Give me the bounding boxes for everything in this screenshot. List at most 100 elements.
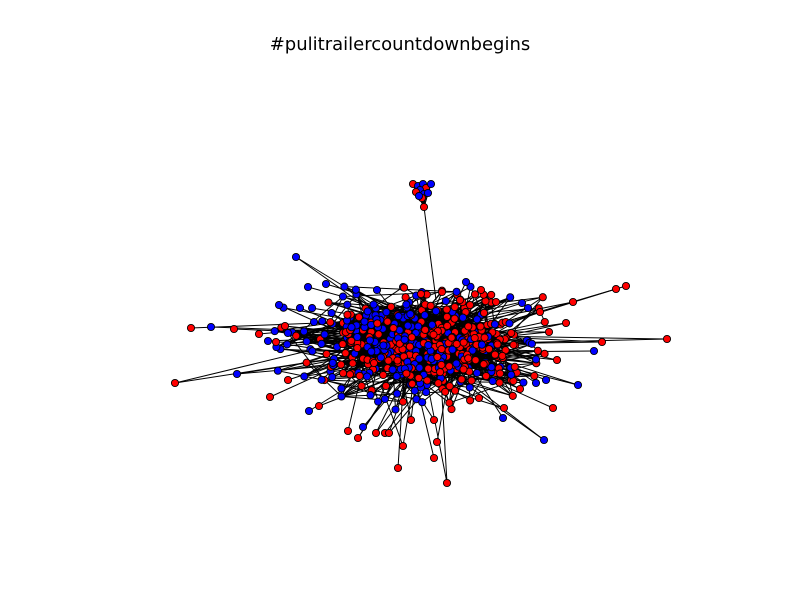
red-node	[476, 285, 486, 295]
blue-node	[300, 372, 309, 381]
red-node	[343, 310, 352, 319]
blue-node	[393, 389, 402, 398]
blue-node	[394, 312, 403, 321]
graph-edge	[375, 375, 406, 434]
red-node	[482, 371, 491, 381]
graph-edge	[460, 347, 579, 386]
blue-node	[369, 300, 378, 309]
red-node	[353, 433, 363, 443]
blue-node	[317, 375, 326, 384]
blue-node	[347, 323, 356, 332]
blue-node	[338, 292, 348, 301]
blue-node	[328, 373, 337, 382]
red-node	[400, 283, 409, 292]
blue-node	[423, 188, 433, 198]
red-node	[437, 345, 446, 354]
blue-node	[295, 303, 305, 313]
red-node	[498, 351, 507, 360]
red-node	[535, 307, 545, 317]
red-node	[416, 289, 426, 299]
red-node	[369, 358, 379, 368]
blue-node	[403, 321, 412, 330]
blue-node	[392, 372, 401, 381]
red-node	[450, 302, 459, 312]
blue-node	[420, 311, 429, 320]
red-node	[479, 308, 489, 317]
blue-node	[343, 300, 352, 309]
blue-node	[327, 308, 336, 318]
red-node	[480, 333, 489, 342]
blue-node	[415, 354, 424, 363]
red-node	[324, 298, 333, 307]
red-node	[544, 327, 554, 337]
red-node	[421, 325, 430, 334]
red-node	[434, 379, 443, 388]
blue-node	[317, 339, 326, 348]
red-node	[429, 415, 439, 425]
red-node	[398, 441, 408, 451]
red-node	[496, 369, 505, 378]
blue-node	[422, 388, 431, 397]
blue-node	[472, 315, 482, 324]
blue-node	[303, 282, 313, 292]
red-node	[445, 382, 454, 391]
blue-node	[308, 304, 317, 313]
red-node	[451, 386, 460, 395]
red-node	[509, 340, 518, 349]
red-node	[437, 360, 446, 369]
red-node	[464, 354, 473, 363]
blue-node	[328, 358, 337, 367]
blue-node	[465, 383, 474, 392]
red-node	[490, 350, 500, 359]
red-node	[419, 202, 429, 212]
blue-node	[367, 347, 376, 356]
graph-edge	[308, 355, 399, 412]
blue-node	[498, 413, 508, 423]
red-node	[379, 370, 388, 380]
red-node	[445, 362, 454, 371]
red-node	[515, 384, 525, 394]
blue-node	[283, 340, 292, 349]
red-node	[314, 401, 324, 411]
blue-node	[353, 332, 362, 342]
blue-node	[363, 307, 372, 316]
graph-edge	[295, 256, 377, 315]
nodes	[170, 179, 672, 488]
blue-node	[573, 380, 583, 390]
blue-node	[374, 397, 383, 406]
graph-edge	[423, 206, 437, 301]
blue-node	[273, 366, 282, 375]
red-node	[548, 403, 558, 413]
red-node	[470, 290, 480, 299]
red-node	[322, 349, 331, 359]
blue-node	[358, 422, 368, 432]
red-node	[459, 365, 468, 374]
red-node	[265, 392, 275, 402]
blue-node	[402, 300, 411, 309]
red-node	[229, 324, 239, 334]
blue-node	[299, 327, 309, 336]
red-node	[186, 323, 196, 333]
red-node	[271, 337, 281, 347]
red-node	[597, 337, 607, 347]
blue-node	[477, 340, 486, 349]
graph-edge	[341, 396, 404, 403]
red-node	[343, 426, 353, 436]
red-node	[621, 281, 631, 291]
red-node	[348, 359, 357, 368]
blue-node	[541, 375, 551, 385]
blue-node	[507, 370, 516, 379]
blue-node	[428, 320, 437, 329]
red-node	[510, 362, 519, 371]
red-node	[436, 368, 445, 377]
red-node	[611, 284, 621, 294]
red-node	[170, 378, 180, 388]
graph-edge	[324, 379, 404, 403]
blue-node	[505, 319, 514, 328]
graph-edge	[295, 256, 381, 309]
red-node	[662, 334, 672, 344]
blue-node	[376, 353, 385, 362]
red-node	[447, 333, 456, 342]
red-node	[338, 340, 347, 349]
blue-node	[414, 191, 424, 201]
